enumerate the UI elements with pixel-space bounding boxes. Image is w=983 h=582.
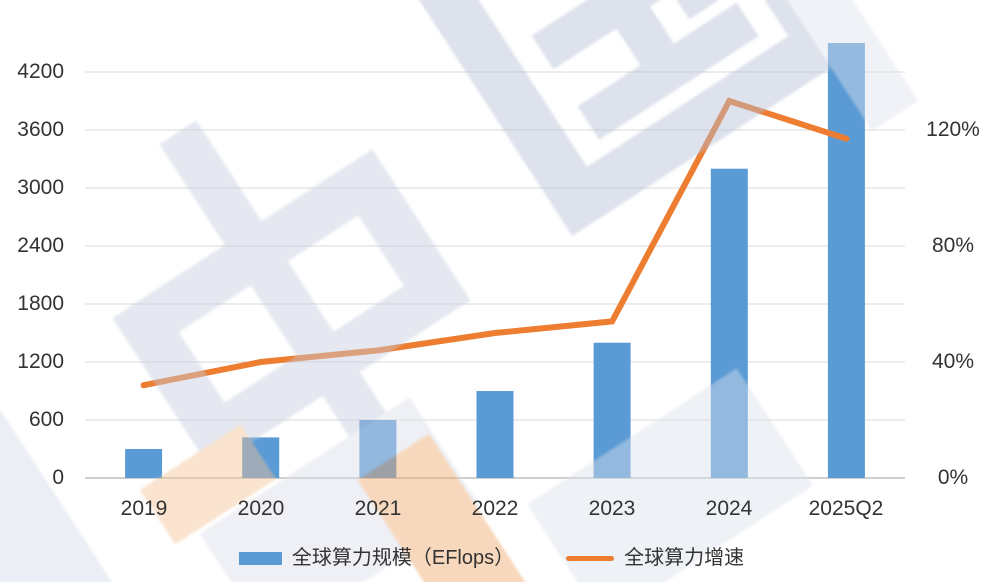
legend-item-bar-series: 全球算力规模（EFlops） (238, 545, 515, 571)
bar-2020 (242, 437, 280, 478)
legend-item-line-series: 全球算力增速 (566, 545, 744, 571)
bar-2024 (710, 168, 748, 478)
legend: 全球算力规模（EFlops） 全球算力增速 (0, 543, 983, 573)
bar-2023 (593, 342, 631, 478)
growth-line (140, 97, 850, 389)
legend-line-label: 全球算力增速 (624, 547, 745, 569)
bar-2022 (476, 391, 514, 478)
legend-line-swatch (566, 555, 615, 561)
bar-2021 (359, 420, 397, 478)
bar-2025Q2 (827, 43, 865, 478)
legend-bar-label: 全球算力规模（EFlops） (291, 547, 515, 569)
legend-bar-swatch (238, 551, 282, 565)
bar-2019 (125, 449, 163, 478)
